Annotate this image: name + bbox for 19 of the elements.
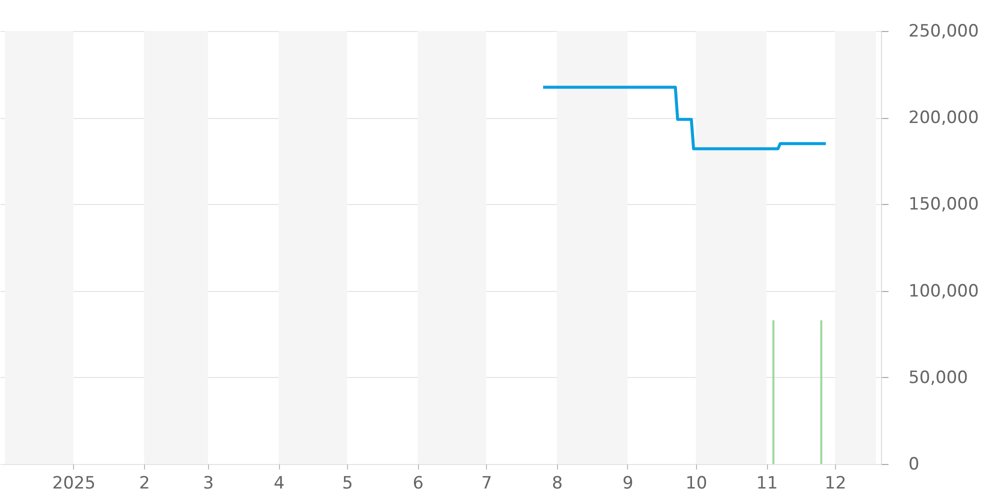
- x-tick-label: 4: [274, 474, 285, 494]
- x-tick-label: 2025: [52, 474, 96, 494]
- y-tick-label: 100,000: [908, 281, 979, 302]
- y-tick-label: 200,000: [908, 108, 979, 128]
- x-tick-label: 10: [686, 474, 708, 494]
- x-tick-label: 2: [139, 474, 150, 494]
- y-tick-label: 150,000: [908, 194, 979, 215]
- x-tick-label: 8: [552, 474, 563, 494]
- x-tick-label: 11: [756, 474, 778, 494]
- x-tick-label: 9: [622, 474, 634, 494]
- x-tick-label: 5: [342, 474, 353, 494]
- x-tick-label: 3: [203, 474, 214, 494]
- x-tick-label: 7: [481, 474, 492, 494]
- y-tick-label: 50,000: [908, 368, 968, 388]
- x-tick-label: 12: [824, 474, 846, 494]
- y-tick-label: 0: [908, 454, 920, 474]
- line-series: [542, 86, 828, 150]
- y-tick-label: 250,000: [908, 22, 979, 42]
- x-tick-label: 6: [412, 474, 424, 494]
